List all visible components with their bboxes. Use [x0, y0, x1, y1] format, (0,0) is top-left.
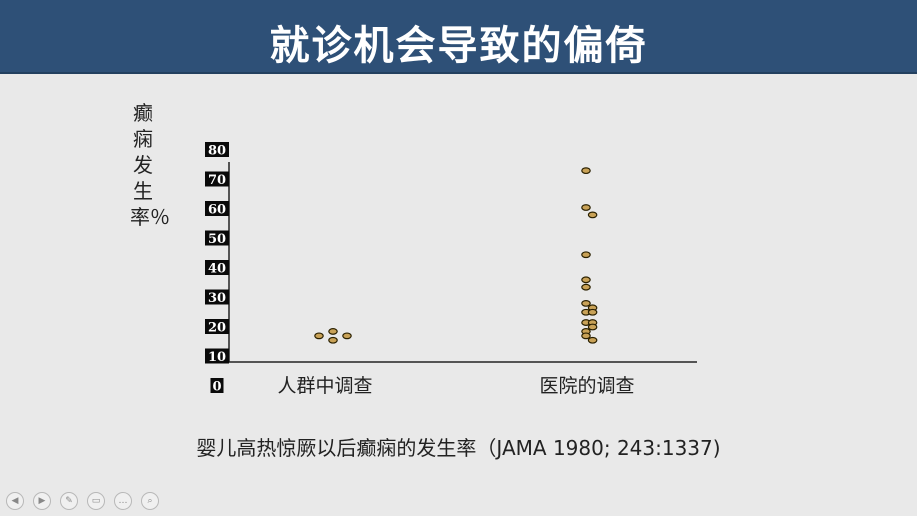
data-point: [587, 308, 598, 316]
data-point: [328, 328, 338, 335]
y-tick-box: [205, 201, 229, 216]
y-axis-label: 癫痫发生率％: [130, 101, 170, 229]
y-tick-label: 40: [208, 262, 226, 277]
pen-tool-button[interactable]: ✎: [60, 492, 78, 510]
data-point: [314, 332, 324, 340]
data-point: [587, 323, 598, 331]
data-point: [581, 276, 591, 284]
data-point: [587, 336, 598, 344]
y-tick-label: 0: [212, 380, 221, 395]
data-point: [581, 251, 591, 259]
prev-slide-button[interactable]: ◀: [6, 492, 24, 510]
data-point: [328, 336, 338, 344]
y-tick-box: [205, 171, 229, 187]
slides-view-button[interactable]: ▭: [87, 492, 105, 510]
next-slide-button[interactable]: ▶: [33, 492, 51, 510]
y-tick-box: [205, 319, 229, 334]
data-point: [581, 300, 591, 307]
arrow-right-icon: ▶: [38, 495, 46, 506]
data-point: [342, 332, 352, 340]
y-tick-label: 10: [208, 350, 226, 365]
y-tick-box: [205, 230, 229, 246]
y-tick-label: 50: [208, 232, 226, 247]
y-tick-box: [205, 289, 229, 305]
arrow-left-icon: ◀: [11, 495, 19, 506]
title-bar: 就诊机会导致的偏倚: [0, 0, 917, 74]
more-options-button[interactable]: …: [114, 492, 132, 510]
y-tick-label: 80: [208, 144, 226, 159]
y-tick-label: 70: [208, 173, 226, 188]
x-category-label: 医院的调查: [539, 375, 634, 397]
data-point: [581, 204, 591, 211]
zoom-button[interactable]: ⌕: [141, 492, 159, 510]
y-tick-label: 20: [208, 321, 226, 336]
y-tick-box: [205, 348, 229, 364]
data-point: [587, 211, 598, 219]
data-point: [581, 167, 591, 175]
ellipsis-icon: …: [118, 495, 128, 506]
slides-icon: ▭: [91, 495, 101, 506]
data-point: [581, 283, 591, 291]
y-tick-label: 30: [208, 291, 226, 306]
magnifier-icon: ⌕: [147, 495, 153, 506]
slide-caption: 婴儿高热惊厥以后癫痫的发生率（JAMA 1980; 243:1337): [196, 436, 721, 460]
data-point: [581, 332, 591, 340]
slideshow-nav: ◀ ▶ ✎ ▭ … ⌕: [6, 492, 159, 510]
y-tick-box: [205, 142, 229, 157]
y-tick-label: 60: [208, 203, 226, 218]
x-category-label: 人群中调查: [277, 375, 372, 397]
pen-icon: ✎: [65, 495, 73, 506]
slide-title: 就诊机会导致的偏倚: [269, 23, 648, 69]
y-tick-box: [205, 260, 229, 275]
y-tick-box: [210, 378, 224, 393]
